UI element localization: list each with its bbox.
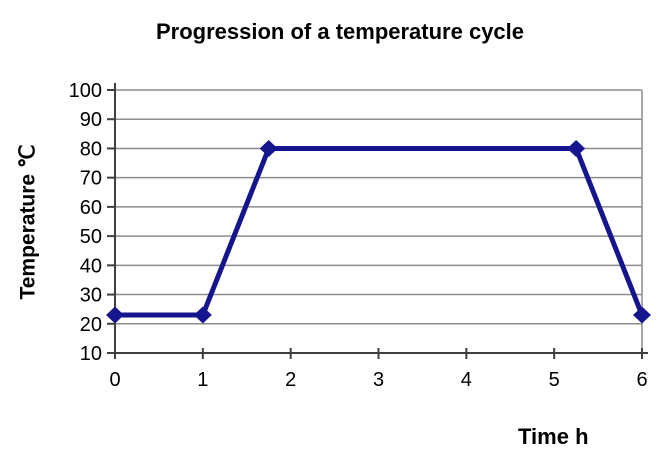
data-point-marker [633, 306, 651, 324]
y-tick-label: 80 [80, 138, 102, 160]
y-tick-label: 60 [80, 197, 102, 219]
y-tick-label: 100 [69, 80, 102, 102]
data-point-marker [193, 306, 212, 324]
chart-title: Progression of a temperature cycle [155, 19, 525, 44]
x-tick-label: 6 [636, 369, 647, 391]
x-axis-title: Time h [518, 424, 589, 449]
x-tick-label: 3 [373, 369, 384, 391]
x-tick-label: 0 [109, 369, 120, 391]
data-point-marker [259, 139, 278, 157]
y-tick-label: 90 [80, 109, 102, 131]
y-tick-label: 70 [80, 168, 102, 190]
y-tick-label: 50 [80, 226, 102, 248]
data-point-marker [106, 306, 124, 324]
y-tick-label: 10 [80, 343, 102, 365]
data-point-marker [567, 139, 586, 157]
series-line [115, 145, 645, 318]
y-tick-label: 20 [80, 314, 102, 336]
x-tick-label: 1 [197, 369, 208, 391]
x-tick-label: 2 [285, 369, 296, 391]
x-tick-label: 5 [549, 369, 560, 391]
y-tick-label: 30 [80, 285, 102, 307]
y-tick-label: 40 [80, 255, 102, 277]
x-tick-label: 4 [461, 369, 472, 391]
